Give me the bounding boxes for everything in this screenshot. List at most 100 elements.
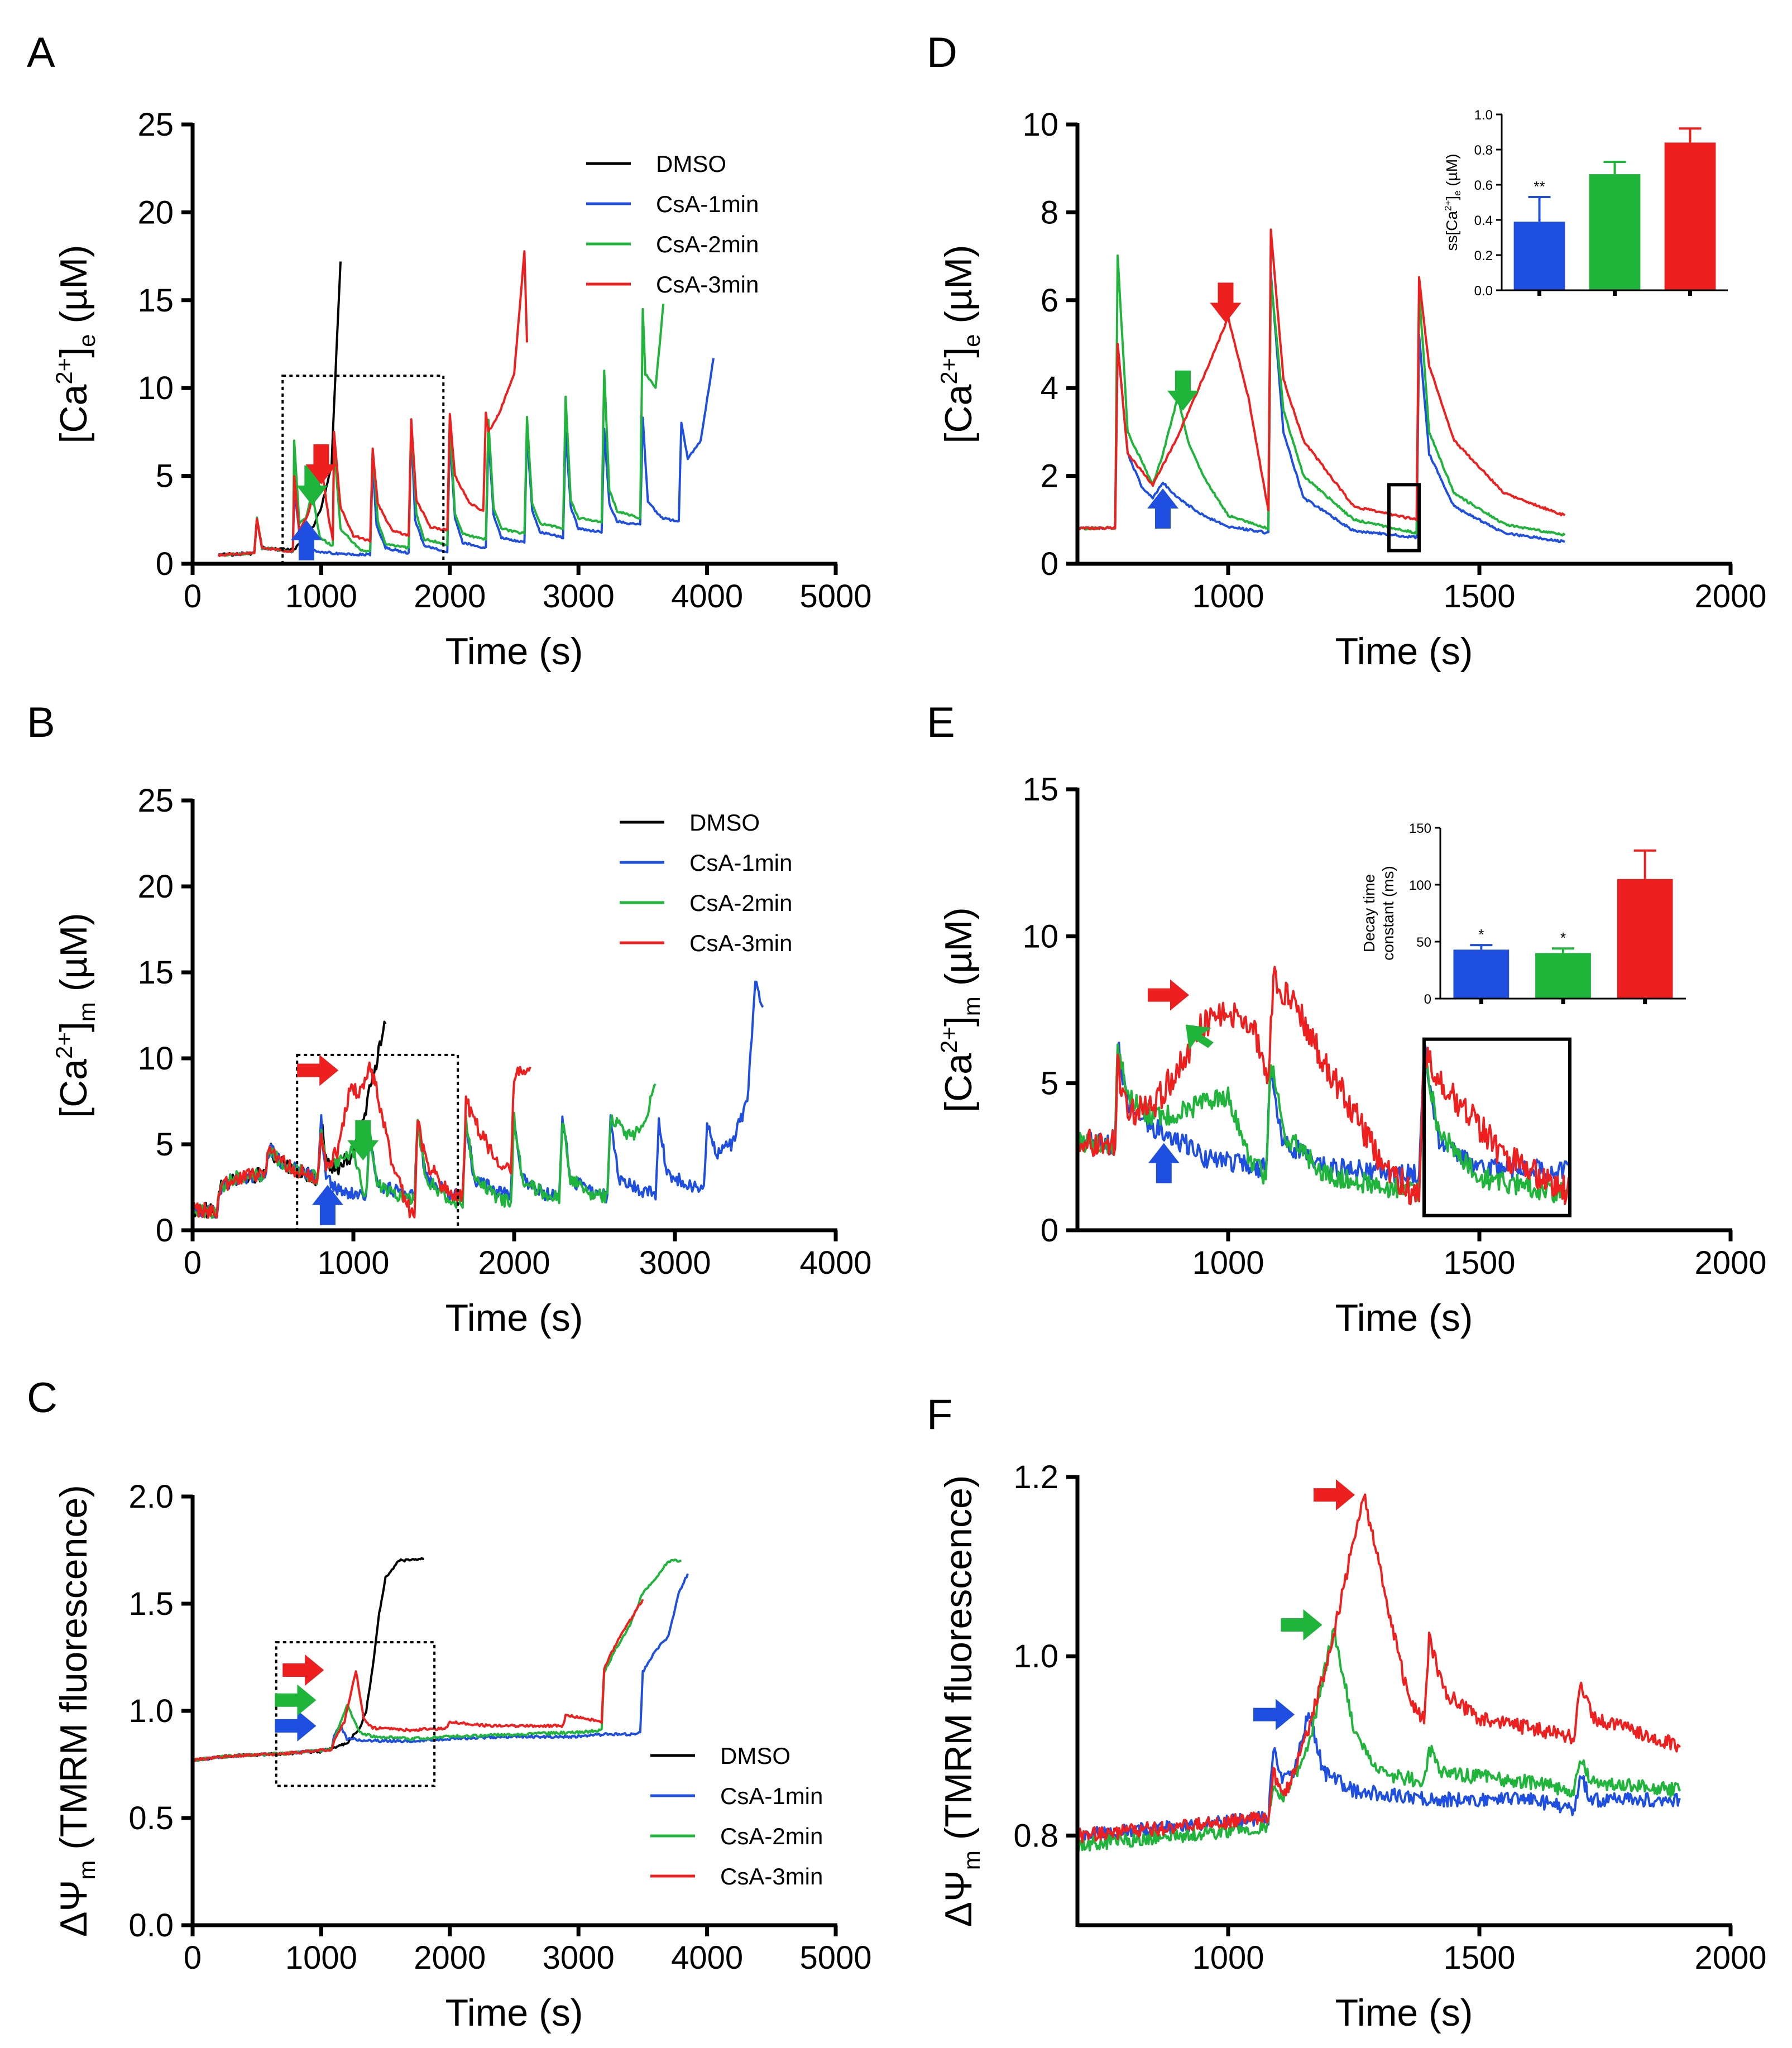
legend-label: DMSO	[720, 1743, 790, 1769]
y-axis-title-part: ]	[52, 1021, 95, 1032]
y-tick-label: 2	[1041, 458, 1058, 495]
y-tick-label: 0	[156, 1212, 174, 1249]
y-axis-title-part: 2+	[51, 1032, 77, 1059]
inset-bar	[1513, 222, 1565, 290]
y-axis-title-part: (µM)	[937, 907, 980, 996]
series-group	[1077, 1493, 1681, 1853]
y-tick-label: 0	[1041, 1212, 1058, 1249]
series-CsA-3min	[193, 1061, 531, 1219]
x-tick-label: 1000	[285, 1940, 357, 1976]
annotation-arrow	[1167, 370, 1199, 411]
x-tick-label: 1500	[1443, 1245, 1515, 1281]
panel-F: F 1000 1500 2000 0.8 1.0 1.2 Time (s) ΔΨm (TMRM …	[927, 1391, 1767, 2034]
x-tick-label: 4000	[671, 1940, 743, 1976]
x-tick-label: 2000	[478, 1245, 550, 1281]
annotation-arrow	[275, 1710, 317, 1742]
inset-y-axis-title-part: e	[1452, 190, 1463, 195]
significance-marker: *	[1478, 926, 1484, 943]
x-tick-label: 3000	[543, 1940, 615, 1976]
y-axis-title: [Ca2+]m (µM)	[51, 913, 100, 1118]
x-tick-label: 4000	[671, 578, 743, 615]
x-tick-label: 0	[184, 578, 202, 615]
y-tick-label: 0.0	[128, 1907, 174, 1944]
series-CsA-1min	[193, 980, 764, 1219]
inset-y-tick-label: 100	[1409, 878, 1431, 893]
y-tick-label: 10	[137, 1040, 174, 1077]
zoom-region-box	[296, 1053, 459, 1231]
inset-y-axis-title-part: 2+	[1443, 200, 1453, 211]
series-CsA-3min	[1077, 228, 1566, 530]
x-tick-label: 1000	[317, 1245, 389, 1281]
y-tick-label: 5	[1041, 1066, 1058, 1102]
significance-marker: *	[1560, 929, 1566, 946]
y-tick-label: 0.5	[128, 1800, 174, 1836]
series-CsA-1min	[193, 1573, 689, 1762]
x-axis-title: Time (s)	[445, 1297, 583, 1339]
analysis-region-box	[1422, 1037, 1571, 1217]
legend-label: CsA-2min	[720, 1823, 823, 1849]
annotation-arrow	[1210, 282, 1242, 323]
y-axis-title: [Ca2+]e (µM)	[51, 245, 100, 444]
y-tick-label: 20	[137, 194, 174, 231]
y-axis-title-part: ]	[937, 347, 980, 358]
y-axis-title-part: ]	[937, 1016, 980, 1027]
series-CsA-2min	[1077, 1043, 1571, 1203]
y-tick-label: 4	[1041, 370, 1058, 406]
y-axis-title-part: ]	[52, 347, 95, 358]
y-tick-label: 5	[156, 458, 174, 495]
x-tick-label: 1000	[285, 578, 357, 615]
inset-bar-chart: * * 0 50 100 150 Decay time constant (ms)	[1360, 821, 1686, 1007]
y-axis-title-part: [Ca	[52, 385, 95, 444]
inset-bar	[1664, 142, 1716, 290]
annotation-arrow	[1314, 1479, 1355, 1511]
inset-y-axis-title-part: ss[Ca	[1443, 211, 1460, 251]
series-group	[217, 250, 715, 557]
legend-label: CsA-1min	[720, 1783, 823, 1809]
inset-y-tick-label: 150	[1409, 821, 1431, 836]
x-tick-label: 2000	[1694, 578, 1766, 615]
series-CsA-3min	[1077, 1493, 1681, 1844]
y-axis-title-part: 2+	[51, 358, 77, 385]
annotation-arrow	[1148, 979, 1189, 1011]
annotation-arrow	[1281, 1609, 1323, 1641]
y-axis-title-part: [Ca	[52, 1059, 95, 1118]
panel-B: B 0 1000 2000 3000 4000 0 5 10 15 20 25 Time (s) [Ca2…	[27, 699, 872, 1339]
series-CsA-2min	[1077, 254, 1566, 537]
y-tick-label: 8	[1041, 194, 1058, 231]
y-tick-label: 25	[137, 783, 174, 819]
panel-label: A	[27, 29, 55, 76]
panel-label: E	[927, 699, 955, 746]
panel-label: F	[927, 1391, 952, 1438]
inset-y-axis-title: Decay time	[1360, 874, 1378, 952]
legend-label: CsA-2min	[689, 890, 792, 916]
inset-bar-chart: ** 0.0 0.2 0.4 0.6 0.8 1.0 ss[Ca2+]e (µM)	[1443, 108, 1728, 299]
inset-y-tick-label: 50	[1416, 935, 1431, 950]
x-tick-label: 0	[184, 1940, 202, 1976]
legend-label: CsA-3min	[689, 930, 792, 956]
series-group	[193, 980, 764, 1219]
inset-y-tick-label: 0.2	[1474, 248, 1493, 263]
x-tick-label: 2000	[414, 1940, 486, 1976]
y-axis-title-part: (TMRM fluorescence)	[52, 1485, 95, 1860]
series-group	[193, 1557, 689, 1762]
y-axis-title: [Ca2+]m (µM)	[936, 907, 985, 1112]
series-CsA-3min	[193, 1599, 644, 1762]
analysis-region-box	[1387, 483, 1421, 553]
legend-label: CsA-3min	[656, 271, 759, 298]
x-tick-label: 1000	[1192, 578, 1264, 615]
x-tick-label: 1500	[1443, 578, 1515, 615]
panel-C: C 0 1000 2000 3000 4000 5000 0.0 0.5 1.0 1.5 2.0 Tim…	[27, 1374, 872, 2034]
y-tick-label: 2.0	[128, 1479, 174, 1515]
x-axis-title: Time (s)	[445, 630, 583, 673]
panel-label: B	[27, 699, 55, 746]
y-tick-label: 15	[137, 282, 174, 319]
legend-label: CsA-1min	[689, 850, 792, 876]
inset-y-axis-title-part: ]	[1443, 196, 1460, 200]
y-axis-title: ΔΨm (TMRM fluorescence)	[937, 1475, 985, 1927]
y-tick-label: 5	[156, 1126, 174, 1163]
annotation-arrow	[1147, 488, 1178, 529]
x-axis-title: Time (s)	[1335, 1297, 1473, 1339]
